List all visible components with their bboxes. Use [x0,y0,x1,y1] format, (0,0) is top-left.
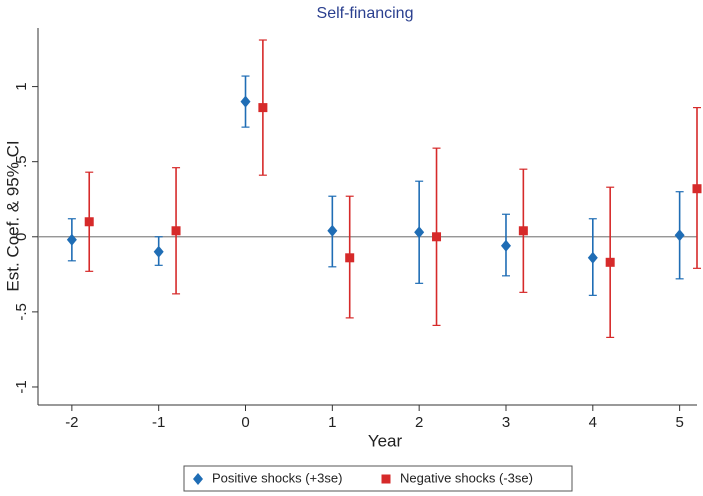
y-tick-label: 0 [13,233,30,241]
point [605,257,615,267]
x-tick-label: 0 [241,414,249,431]
x-tick-label: -1 [152,414,165,431]
point [674,229,685,242]
y-tick-label: -1 [13,380,30,393]
x-tick-label: 2 [415,414,423,431]
point [587,251,598,264]
point [327,224,338,237]
point [66,233,77,246]
x-tick-label: -2 [65,414,78,431]
y-tick-label: 1 [13,82,30,90]
point [153,245,164,258]
legend-marker [193,473,203,485]
point [171,226,181,236]
point [84,217,94,227]
point [240,95,251,108]
y-tick-label: .5 [13,155,30,168]
point [258,103,268,113]
point [414,226,425,239]
legend-label: Positive shocks (+3se) [212,470,342,485]
point [692,184,702,194]
y-axis-label: Est. Coef. & 95% CI [3,140,22,291]
x-tick-label: 5 [675,414,683,431]
x-tick-label: 3 [502,414,510,431]
legend-box [183,465,573,492]
legend-marker [381,474,391,484]
y-tick-label: -.5 [13,303,30,321]
x-tick-label: 1 [328,414,336,431]
x-tick-label: 4 [589,414,597,431]
point [345,253,355,263]
point [518,226,528,236]
legend-label: Negative shocks (-3se) [400,470,533,485]
chart-title: Self-financing [317,5,414,22]
point [500,239,511,252]
x-axis-label: Year [368,431,403,450]
point [432,232,442,242]
